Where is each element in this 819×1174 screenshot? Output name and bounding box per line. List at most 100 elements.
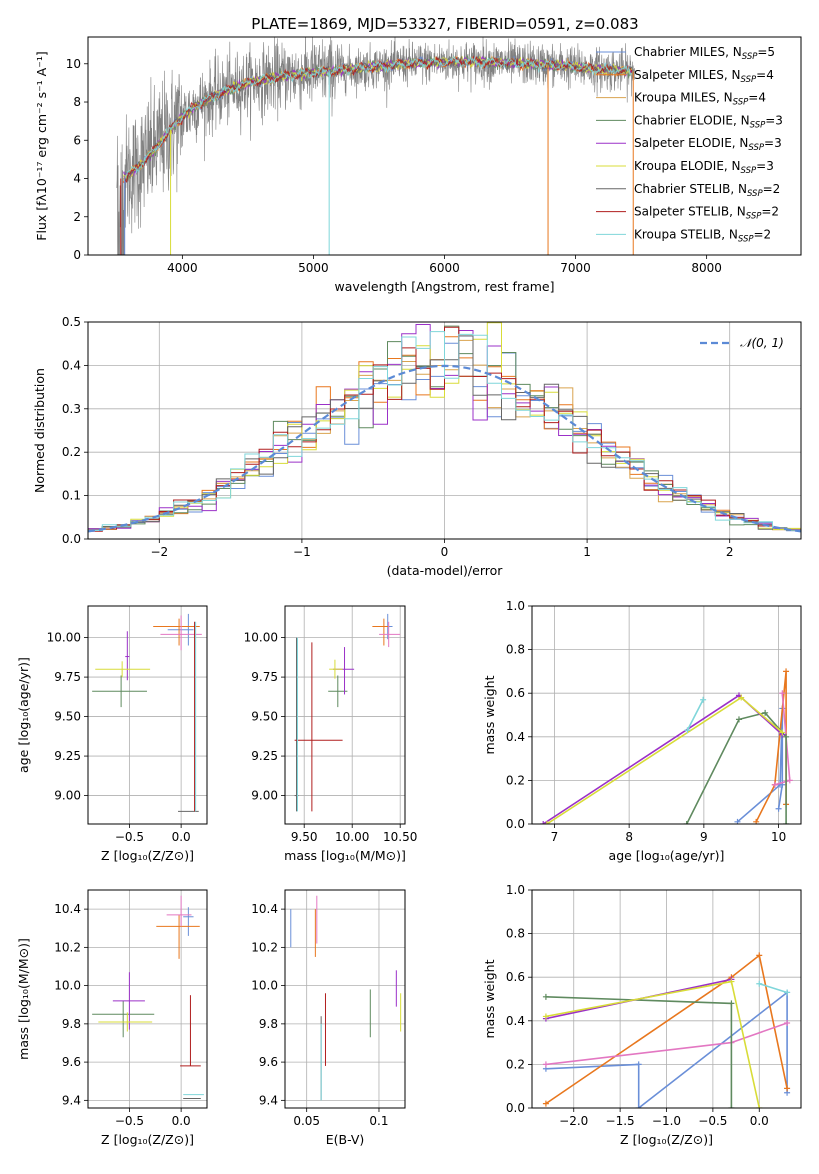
spectrum-ytick-label: 2 (73, 210, 81, 224)
legend-entry: Salpeter ELODIE, NSSP=3 (634, 136, 782, 153)
mass_vs_Z-ytick-label: 10.0 (54, 979, 81, 993)
legend-entry: 𝒩(0, 1) (740, 336, 784, 350)
weight_vs_age-xtick-label: 9 (700, 830, 708, 844)
spectrum-chart: 4000 5000 6000 7000 8000 0 2 4 6 8 10 wavelength [A… (34, 36, 802, 294)
mass-weight-marker (771, 781, 778, 788)
mass-weight-marker (783, 668, 790, 675)
mass-weight-marker (684, 727, 691, 734)
spectrum-xtick-label: 7000 (560, 261, 591, 275)
residuals-xtick-label: 2 (726, 545, 734, 559)
weight_vs_age-xtick-label: 10 (771, 830, 786, 844)
legend-entry: Kroupa ELODIE, NSSP=3 (634, 159, 774, 176)
residuals-xtick-label: 0 (441, 545, 449, 559)
residuals-xtick-label: 1 (583, 545, 591, 559)
weight_vs_Z-xlabel: Z [log₁₀(Z/Z⊙)] (620, 1132, 713, 1147)
age_vs_mass-ytick-label: 9.25 (251, 749, 278, 763)
mass_vs_ebv-ytick-label: 10.0 (251, 979, 278, 993)
mass_vs_Z-plot-area (92, 895, 204, 1099)
weight_vs_age-ytick-label: 0.0 (506, 817, 525, 831)
age_vs_mass-ytick-label: 9.75 (251, 670, 278, 684)
weight_vs_age-ytick-label: 0.8 (506, 643, 525, 657)
spectrum-xtick-label: 5000 (298, 261, 329, 275)
weight_vs_age-ytick-label: 1.0 (506, 599, 525, 613)
spectrum-ylabel: Flux [fλ10⁻¹⁷ erg cm⁻² s⁻¹ A⁻¹] (34, 51, 49, 240)
age_vs_Z-ytick-label: 9.00 (54, 789, 81, 803)
axes-frame (87, 321, 802, 540)
legend-subscript: SSP (750, 120, 766, 130)
legend-suffix: =4 (748, 91, 766, 105)
legend-subscript: SSP (741, 75, 757, 85)
mass-weight-marker (784, 989, 791, 996)
legend-suffix: =4 (756, 68, 774, 82)
mass-weight-line (542, 694, 783, 824)
mass-weight-marker (756, 980, 763, 987)
model-spectrum-line (123, 55, 633, 181)
mass-weight-marker (728, 1000, 735, 1007)
weight_vs_age-ytick-label: 0.4 (506, 730, 525, 744)
weight_vs_Z-xtick-label: −0.5 (698, 1114, 727, 1128)
weight_vs_Z-plot-area (542, 952, 791, 1108)
weight_vs_age-ytick-label: 0.6 (506, 686, 525, 700)
model-spectrum-line (123, 55, 633, 180)
residuals-chart: −2 −1 0 1 2 0.0 0.1 0.2 0.3 0.4 0.5 (data-model)/er… (32, 315, 802, 578)
spectrum-legend: Chabrier MILES, NSSP=5 Salpeter MILES, NS… (596, 45, 783, 244)
mass-weight-marker (784, 1085, 791, 1092)
mass-weight-marker (756, 1105, 763, 1108)
axes-frame (531, 889, 802, 1109)
spectrum-plot-area (116, 37, 635, 255)
weight_vs_Z-xtick-label: −1.0 (652, 1114, 681, 1128)
axes-frame (284, 889, 406, 1109)
spectrum-ytick-label: 0 (73, 248, 81, 262)
mass-weight-marker (738, 694, 745, 701)
weight_vs_Z-chart: −2.0 −1.5 −1.0 −0.5 0.0 0.0 0.2 0.4 0.6 0.8 1.0 Z [… (482, 883, 802, 1147)
mass_vs_Z-xtick-label: 0.0 (172, 1114, 191, 1128)
legend-suffix: =2 (754, 227, 772, 241)
legend-suffix: =3 (756, 159, 774, 173)
weight_vs_Z-xtick-label: 0.0 (750, 1114, 769, 1128)
age_vs_mass-ytick-label: 9.50 (251, 710, 278, 724)
residuals-ylabel: Normed distribution (32, 368, 47, 493)
mass_vs_ebv-xtick-label: 0.05 (293, 1114, 320, 1128)
mass-weight-marker (683, 821, 690, 824)
mass-weight-marker (543, 821, 550, 824)
mass_vs_Z-ytick-label: 9.8 (62, 1017, 81, 1031)
mass_vs_Z-ytick-label: 10.2 (54, 940, 81, 954)
mass-weight-marker (542, 1013, 549, 1020)
mass-weight-marker (728, 978, 735, 985)
mass_vs_Z-ytick-label: 9.4 (62, 1093, 81, 1107)
weight_vs_age-plot-area (540, 668, 793, 824)
age_vs_mass-xtick-label: 10.00 (335, 830, 369, 844)
axes-frame (87, 36, 802, 256)
mass-weight-marker (756, 952, 763, 959)
mass-weight-line (545, 953, 788, 1105)
weight_vs_age-xtick-label: 8 (625, 830, 633, 844)
mass-weight-marker (783, 733, 790, 740)
residuals-plot-area (88, 322, 801, 539)
age_vs_Z-xtick-label: 0.0 (172, 830, 191, 844)
weight_vs_Z-ytick-label: 0.6 (506, 970, 525, 984)
mass-weight-marker (540, 821, 547, 824)
mass_vs_ebv-ytick-label: 10.2 (251, 940, 278, 954)
spectrum-ytick-label: 10 (66, 57, 81, 71)
histogram-step-line (88, 331, 801, 539)
mass-weight-marker (542, 1061, 549, 1068)
model-spectrum-line (123, 55, 633, 177)
legend-entry: Chabrier ELODIE, NSSP=3 (634, 113, 783, 130)
age_vs_mass-ytick-label: 10.00 (244, 631, 278, 645)
spectrum-xtick-label: 4000 (167, 261, 198, 275)
spectrum-ytick-label: 8 (73, 95, 81, 109)
mass-weight-marker (762, 709, 769, 716)
legend-suffix: =2 (761, 205, 779, 219)
age_vs_Z-ytick-label: 10.00 (47, 631, 81, 645)
mass-weight-marker (786, 777, 793, 784)
legend-suffix: =2 (763, 182, 781, 196)
mass-weight-marker (635, 1061, 642, 1068)
weight_vs_age-chart: 7 8 9 10 0.0 0.2 0.4 0.6 0.8 1.0 age [log₁₀(age/yr… (482, 599, 802, 863)
residuals-ytick-label: 0.2 (62, 445, 81, 459)
figure-title: PLATE=1869, MJD=53327, FIBERID=0591, z=0… (251, 15, 638, 33)
mass_vs_ebv-ytick-label: 9.4 (259, 1093, 278, 1107)
mass-weight-line (685, 711, 787, 824)
spectrum-ytick-label: 6 (73, 133, 81, 147)
mass_vs_ebv-chart: 0.05 0.1 9.4 9.6 9.8 10.0 10.2 10.4 E(B-V) (251, 889, 406, 1147)
